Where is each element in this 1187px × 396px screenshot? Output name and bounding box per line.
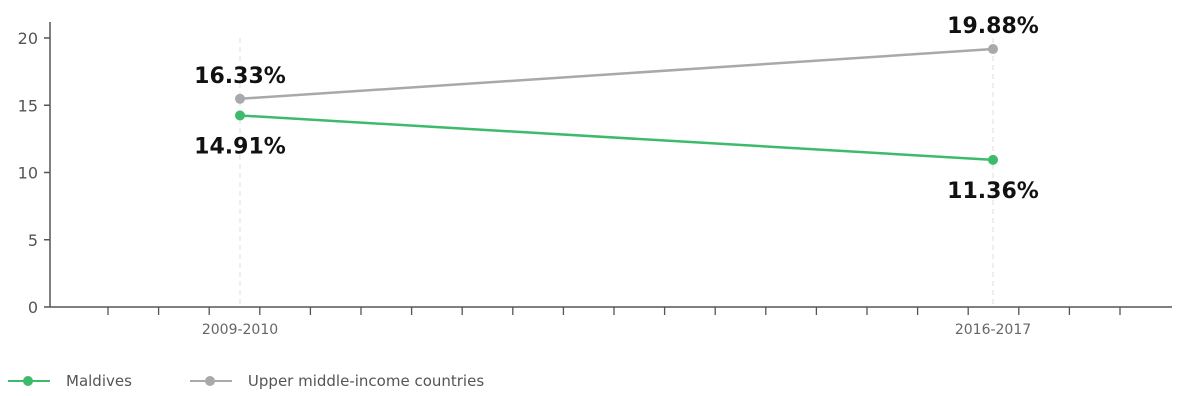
legend-item: Upper middle-income countries [189,372,485,390]
y-tick-label: 20 [18,29,38,48]
data-point [235,110,245,121]
data-point [988,44,998,55]
y-tick-label: 0 [28,298,38,317]
series-line-0 [239,114,994,162]
legend-swatch [8,375,50,387]
x-axis-ticks: 2009-2010 2016-2017 [107,307,1121,338]
category-guides [239,38,994,307]
data-label: 11.36% [947,179,1039,204]
axes [49,22,1172,308]
legend: Maldives Upper middle-income countries [8,372,542,390]
data-labels: 14.91% 11.36% 16.33% 19.88% [194,14,1039,204]
legend-item: Maldives [8,372,132,390]
data-label: 19.88% [947,14,1039,39]
y-tick-label: 5 [28,231,38,250]
line-chart: 0 5 10 15 20 2009-2010 2016-2017 14.91% 11.36%… [18,14,1172,338]
legend-swatch [189,375,232,387]
legend-label: Upper middle-income countries [247,372,485,390]
y-tick-label: 15 [18,96,38,115]
data-label: 14.91% [194,134,286,159]
legend-label: Maldives [66,372,132,390]
data-point [235,93,245,104]
x-tick-label: 2009-2010 [202,322,278,338]
series-group [235,44,998,165]
y-tick-label: 10 [18,164,38,183]
series-line-1 [239,47,994,101]
x-tick-label: 2016-2017 [955,322,1031,338]
data-label: 16.33% [194,64,286,89]
data-point [988,154,998,165]
y-axis-ticks: 0 5 10 15 20 [18,29,50,317]
